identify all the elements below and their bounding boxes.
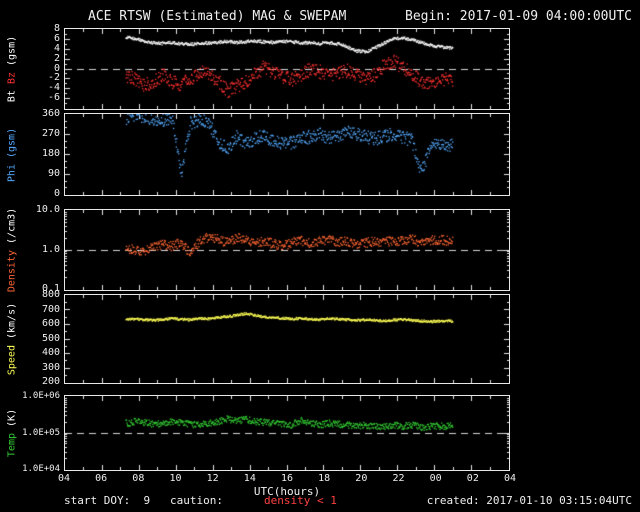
x-tick-label: 16 <box>280 473 294 484</box>
y-tick-label: 90 <box>47 168 60 179</box>
y-tick-label: 0 <box>53 62 60 74</box>
panel-phi <box>64 113 510 196</box>
x-tick-label: 08 <box>132 473 145 484</box>
y-tick-label: 500 <box>41 332 60 344</box>
y-tick-label: 2 <box>53 52 60 64</box>
y-tick-label: 270 <box>41 128 60 139</box>
y-tick-label: 0 <box>53 188 60 199</box>
y-axis-label-part: (K) <box>6 408 18 427</box>
y-tick-label: 360 <box>41 108 60 119</box>
panel-density <box>64 209 510 291</box>
speed-scatter-canvas <box>65 295 509 383</box>
phi-scatter-canvas <box>65 114 509 195</box>
x-tick-label: 22 <box>392 473 405 484</box>
panel-speed <box>64 294 510 384</box>
panel-temp <box>64 395 510 471</box>
x-axis-title: UTC(hours) <box>253 485 321 498</box>
caution-value: density < 1 <box>264 494 337 507</box>
x-tick-label: 04 <box>503 473 517 484</box>
temp-scatter-canvas <box>65 396 509 470</box>
y-tick-label: -6 <box>47 92 60 104</box>
y-tick-label: 0.1 <box>41 283 60 294</box>
start-doy-label: start DOY: 9 <box>64 494 151 507</box>
y-tick-label: 400 <box>41 347 60 358</box>
y-tick-label: 600 <box>41 318 60 329</box>
created-timestamp: created: 2017-01-10 03:15:04UTC <box>426 494 632 507</box>
y-tick-label: 1.0E+05 <box>22 427 60 438</box>
x-tick-label: 18 <box>318 473 331 484</box>
x-tick-label: 10 <box>169 473 182 484</box>
y-tick-label: 8 <box>53 23 60 34</box>
y-tick-label: 1.0E+06 <box>22 391 60 401</box>
caution-label: caution: <box>170 494 223 507</box>
x-tick-label: 02 <box>466 473 479 484</box>
y-tick-label: -2 <box>47 72 60 84</box>
y-tick-label: 180 <box>41 148 60 159</box>
x-tick-label: 00 <box>429 473 442 484</box>
y-tick-label: 300 <box>41 361 60 373</box>
density-scatter-canvas <box>65 210 509 290</box>
y-tick-label: 4 <box>53 42 60 54</box>
y-tick-label: 800 <box>41 289 60 300</box>
panel-bt-bz <box>64 28 510 110</box>
y-tick-label: 200 <box>41 376 60 387</box>
x-tick-label: 06 <box>95 473 108 484</box>
y-tick-label: -4 <box>47 82 60 94</box>
x-tick-label: 04 <box>57 473 71 484</box>
y-tick-label: 10.0 <box>35 204 60 215</box>
x-tick-label: 14 <box>243 473 256 484</box>
y-tick-label: 1.0E+04 <box>22 464 60 474</box>
x-tick-label: 12 <box>206 473 219 484</box>
y-tick-label: 700 <box>41 303 60 315</box>
y-tick-label: 1.0 <box>41 243 60 255</box>
x-tick-label: 20 <box>355 473 368 484</box>
y-tick-label: 6 <box>53 32 60 44</box>
plot-title: ACE RTSW (Estimated) MAG & SWEPAM <box>88 9 347 24</box>
begin-timestamp: Begin: 2017-01-09 04:00:00UTC <box>405 9 632 24</box>
bt-bz-scatter-canvas <box>65 29 509 109</box>
